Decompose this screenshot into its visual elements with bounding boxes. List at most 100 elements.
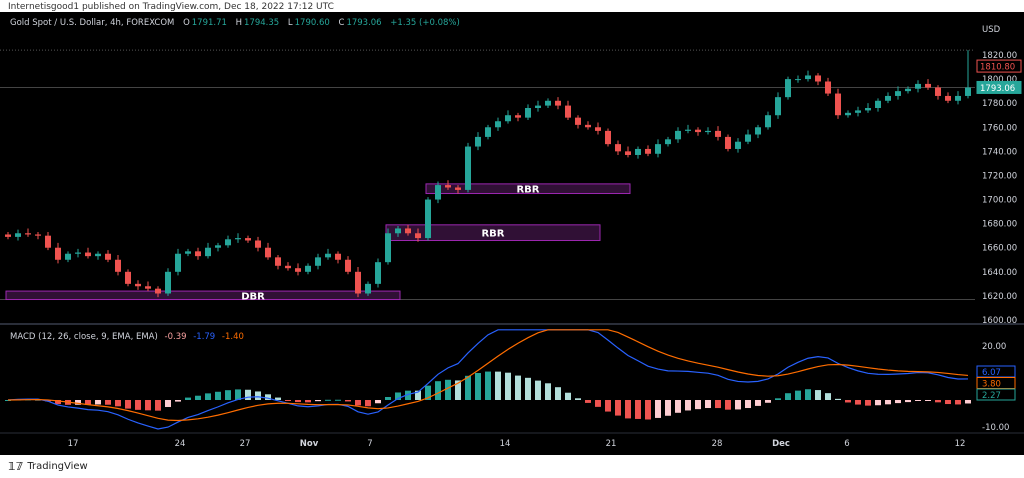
candle-body [915, 83, 921, 89]
macd-histogram-bar [865, 400, 871, 406]
candle-body [565, 105, 571, 118]
candle-body [395, 228, 401, 234]
price-tick: 1600.00 [982, 316, 1017, 326]
macd-histogram-bar [915, 400, 921, 401]
chart-canvas[interactable]: USD 1600.00 1620.00 1640.00 1660.00 1680.00 17… [0, 12, 1024, 455]
macd-histogram-bar [645, 400, 651, 420]
chart-container[interactable]: USD 1600.00 1620.00 1640.00 1660.00 1680.00 17… [0, 12, 1024, 455]
macd-histogram-bar [115, 400, 121, 407]
publish-info: Internetisgood1 published on TradingView… [8, 2, 334, 12]
candle-body [955, 95, 961, 101]
candle-body [75, 252, 81, 254]
macd-histogram-bar [735, 400, 741, 410]
macd-line-value: -1.79 [193, 332, 216, 342]
macd-histogram-bar [805, 389, 811, 400]
macd-histogram-bar [345, 400, 351, 402]
macd-histogram-bar [365, 400, 371, 407]
macd-histogram-bar [575, 398, 581, 400]
candle-body [905, 88, 911, 92]
candle-body [665, 139, 671, 145]
time-tick: 17 [68, 439, 79, 449]
candle-body [965, 87, 971, 96]
zone-rect [5, 290, 401, 301]
macd-histogram-bar [845, 400, 851, 403]
candle-body [735, 141, 741, 149]
macd-histogram-bar [855, 400, 861, 405]
macd-histogram-bar [835, 398, 841, 400]
macd-histogram-bar [475, 373, 481, 400]
candle-body [325, 253, 331, 258]
macd-histogram-bar [375, 400, 381, 404]
macd-histogram-bar [755, 400, 761, 406]
candle-body [185, 251, 191, 254]
symbol-title: Gold Spot / U.S. Dollar, 4h, FOREXCOM [10, 18, 175, 28]
candle-body [575, 117, 581, 125]
macd-histogram-bar [765, 400, 771, 403]
candle-body [65, 253, 71, 260]
macd-histogram-bar [415, 390, 421, 400]
candle-body [475, 136, 481, 147]
candle-body [755, 127, 761, 135]
candle-body [195, 251, 201, 257]
candle-body [725, 136, 731, 149]
time-tick: 28 [712, 439, 723, 449]
candle-body [255, 240, 261, 248]
candle-body [825, 81, 831, 94]
candle-body [845, 112, 851, 116]
candle-body [365, 283, 371, 294]
macd-histogram-bar [335, 399, 341, 401]
candle-body [25, 233, 31, 235]
candle-body [155, 288, 161, 294]
change-value: +1.35 (+0.08%) [390, 18, 460, 28]
candle-body [895, 91, 901, 96]
zone-rect [385, 224, 601, 241]
macd-histogram-bar [655, 400, 661, 418]
macd-histogram-bar [405, 390, 411, 400]
macd-histogram-bar [535, 380, 541, 400]
candle-body [485, 127, 491, 137]
macd-histogram-bar [485, 371, 491, 400]
tradingview-footer[interactable]: 𝟙𝟟 TradingView [8, 460, 88, 473]
macd-histogram-bar [145, 400, 151, 411]
macd-histogram-bar [625, 400, 631, 419]
macd-value-label: 6.07 [982, 368, 1001, 378]
candle-body [15, 233, 21, 237]
macd-histogram-bar [505, 372, 511, 400]
candle-body [935, 87, 941, 96]
macd-histogram-bar [585, 400, 591, 403]
macd-value-label: 2.27 [982, 391, 1001, 401]
candle-body [95, 253, 101, 257]
macd-signal-value: -1.40 [221, 332, 244, 342]
macd-histogram-bar [695, 400, 701, 410]
macd-histogram-bar [595, 400, 601, 407]
macd-histogram-bar [795, 390, 801, 400]
macd-histogram-bar [85, 400, 91, 406]
macd-tick: -10.00 [982, 423, 1009, 433]
candle-body [135, 283, 141, 287]
candle-body [465, 146, 471, 190]
candle-body [145, 286, 151, 289]
crosshair-price-label-bg [976, 59, 1022, 73]
candle-body [715, 130, 721, 137]
close-value: 1793.06 [346, 18, 382, 28]
macd-histogram-bar [245, 389, 251, 400]
macd-histogram-bar [435, 381, 441, 400]
currency-label: USD [982, 25, 1001, 35]
macd-histogram-bar [965, 400, 971, 404]
candle-body [615, 144, 621, 152]
candle-body [375, 262, 381, 284]
candle-body [775, 97, 781, 116]
candle-body [295, 268, 301, 272]
macd-histogram-bar [355, 400, 361, 406]
macd-histogram-bar [175, 400, 181, 402]
macd-histogram-bar [665, 400, 671, 416]
macd-histogram-bar [605, 400, 611, 412]
macd-histogram-bar [615, 400, 621, 416]
macd-histogram-bar [155, 400, 161, 411]
macd-histogram-bar [275, 397, 281, 400]
candle-body [285, 265, 291, 269]
time-tick: 24 [175, 439, 186, 449]
candle-body [115, 259, 121, 272]
candle-body [815, 75, 821, 82]
zone-rect [425, 183, 631, 195]
